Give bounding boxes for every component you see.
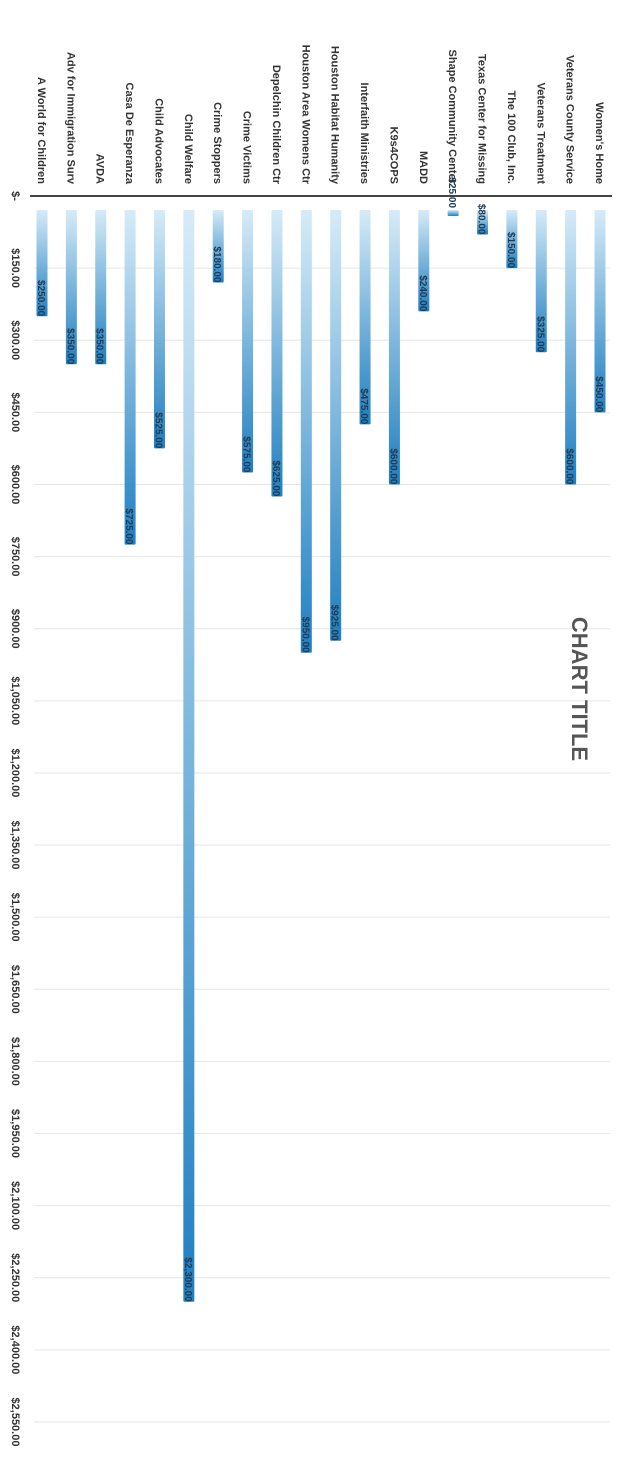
bar	[594, 210, 606, 413]
value-tick-label: $1,200.00	[9, 748, 21, 797]
category-label: Veterans County Service	[564, 55, 576, 184]
category-label: Adv for Immigration Surv	[64, 52, 76, 185]
bar	[183, 210, 195, 1302]
bar	[388, 210, 400, 485]
data-label: $180.00	[211, 246, 222, 283]
value-tick-label: $-	[9, 191, 21, 201]
data-label: $150.00	[505, 232, 516, 269]
category-label: Child Welfare	[182, 114, 194, 184]
category-label: Houston Habitat Humanity	[329, 46, 341, 185]
data-label: $25.00	[446, 177, 457, 208]
bar	[153, 210, 165, 449]
value-tick-label: $2,250.00	[9, 1253, 21, 1302]
bar	[418, 210, 430, 312]
data-label: $250.00	[35, 280, 46, 317]
value-tick-label: $450.00	[9, 392, 21, 432]
bar	[242, 210, 254, 473]
category-label: Depelchin Children Ctr	[270, 65, 282, 185]
value-tick-label: $2,400.00	[9, 1325, 21, 1374]
category-label: Veterans Treatment	[534, 83, 546, 185]
data-label: $725.00	[123, 508, 134, 545]
category-label: Shape Community Center	[446, 50, 458, 185]
data-label: $600.00	[564, 448, 575, 485]
value-tick-label: $2,550.00	[9, 1398, 21, 1447]
category-label: Crime Stoppers	[211, 102, 223, 184]
chart-title: CHART TITLE	[567, 617, 592, 761]
bar	[330, 210, 342, 641]
category-labels: Women's Home Veterans County Service Veter…	[35, 45, 605, 185]
category-label: Women's Home	[593, 102, 605, 184]
value-tick-label: $1,050.00	[9, 676, 21, 725]
data-label: $350.00	[94, 328, 105, 365]
bar	[565, 210, 577, 485]
bars: $450.00 $600.00 $325.00 $150.00 $80.00 $25.00…	[35, 177, 606, 1302]
category-label: Child Advocates	[152, 98, 164, 184]
value-tick-label: $750.00	[9, 537, 21, 577]
value-tick-label: $300.00	[9, 320, 21, 360]
data-label: $350.00	[64, 328, 75, 365]
category-label: Crime Victims	[241, 111, 253, 184]
value-tick-label: $2,100.00	[9, 1181, 21, 1230]
category-label: Texas Center for Missing	[476, 54, 488, 184]
data-label: $240.00	[417, 275, 428, 312]
value-tick-label: $600.00	[9, 465, 21, 505]
category-label: AVDA	[94, 154, 106, 184]
value-tick-label: $1,800.00	[9, 1037, 21, 1086]
data-label: $925.00	[329, 605, 340, 642]
bar	[36, 210, 48, 317]
category-label: The 100 Club, Inc.	[505, 90, 517, 184]
value-tick-label: $1,500.00	[9, 893, 21, 942]
bar	[477, 210, 489, 235]
bar	[95, 210, 107, 365]
data-label: $450.00	[593, 376, 604, 413]
value-axis-ticks: $- $150.00 $300.00 $450.00 $600.00 $750.00 $90…	[9, 191, 21, 1446]
data-label: $600.00	[387, 448, 398, 485]
data-label: $80.00	[476, 204, 487, 235]
category-label: Houston Area Womens Ctr	[299, 45, 311, 185]
bar	[271, 210, 283, 497]
value-tick-label: $1,350.00	[9, 821, 21, 870]
data-label: $2,300.00	[182, 1257, 193, 1302]
data-label: $525.00	[152, 412, 163, 449]
category-label: MADD	[417, 151, 429, 184]
data-label: $575.00	[241, 436, 252, 473]
bar	[447, 210, 459, 216]
category-label: Casa De Esperanza	[123, 83, 135, 185]
data-label: $625.00	[270, 460, 281, 497]
category-label: Interfaith Ministries	[358, 83, 370, 184]
bar	[300, 210, 312, 653]
value-tick-label: $150.00	[9, 248, 21, 288]
bar	[124, 210, 136, 545]
bar	[212, 210, 224, 283]
grid-lines	[34, 267, 610, 1423]
category-label: A World for Children	[35, 77, 47, 184]
value-tick-label: $900.00	[9, 609, 21, 649]
data-label: $325.00	[534, 316, 545, 353]
bar	[359, 210, 371, 425]
data-label: $475.00	[358, 388, 369, 425]
category-label: K9s4COPS	[387, 127, 399, 184]
bar	[506, 210, 518, 269]
value-tick-label: $1,950.00	[9, 1109, 21, 1158]
data-label: $950.00	[299, 617, 310, 654]
value-tick-label: $1,650.00	[9, 965, 21, 1014]
bar	[65, 210, 77, 365]
bar	[535, 210, 547, 353]
